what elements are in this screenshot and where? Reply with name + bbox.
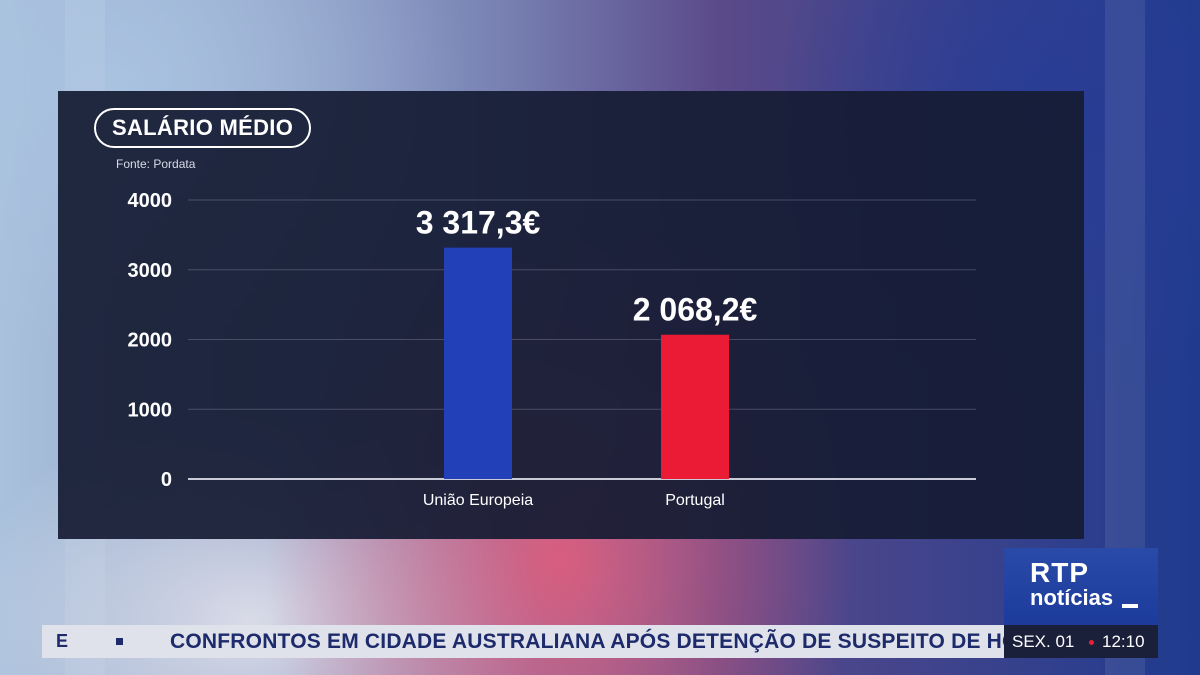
y-tick-label: 1000: [128, 399, 173, 421]
y-tick-label: 4000: [128, 190, 173, 212]
chart-title: SALÁRIO MÉDIO: [94, 108, 312, 148]
y-tick-label: 0: [161, 469, 172, 491]
chart-panel: SALÁRIO MÉDIO Fonte: Pordata 0 1000 2000 30…: [58, 91, 1084, 539]
data-label: 3 317,3€: [416, 205, 541, 241]
news-ticker: E CONFRONTOS EM CIDADE AUSTRALIANA APÓS …: [42, 625, 1004, 658]
time-label: 12:10: [1102, 632, 1145, 651]
x-tick-label: União Europeia: [423, 492, 533, 509]
chart-source: Fonte: Pordata: [116, 157, 196, 171]
bar-chart: 0 1000 2000 3000 4000 3 317,3€ União Europeia 2…: [128, 190, 976, 509]
ticker-headline: CONFRONTOS EM CIDADE AUSTRALIANA APÓS DE…: [170, 630, 1004, 653]
live-dot-icon: [1089, 640, 1094, 645]
bar-uni-o-europeia: [444, 247, 512, 479]
logo-noticias-text: notícias: [1030, 585, 1114, 610]
ticker-prefix: E: [56, 631, 69, 651]
y-tick-label: 3000: [128, 260, 173, 282]
bar-portugal: [661, 334, 729, 479]
data-label: 2 068,2€: [633, 292, 758, 328]
x-tick-label: Portugal: [665, 492, 725, 509]
logo-underscore-icon: [1122, 604, 1138, 608]
date-label: SEX. 01: [1012, 632, 1075, 651]
y-tick-label: 2000: [128, 330, 173, 352]
ticker-separator-icon: [116, 638, 123, 645]
logo-rtp-text: RTP: [1030, 557, 1089, 588]
rtp-noticias-logo: RTP notícias: [1004, 548, 1158, 625]
date-time-display: SEX. 01 12:10: [1004, 625, 1158, 658]
